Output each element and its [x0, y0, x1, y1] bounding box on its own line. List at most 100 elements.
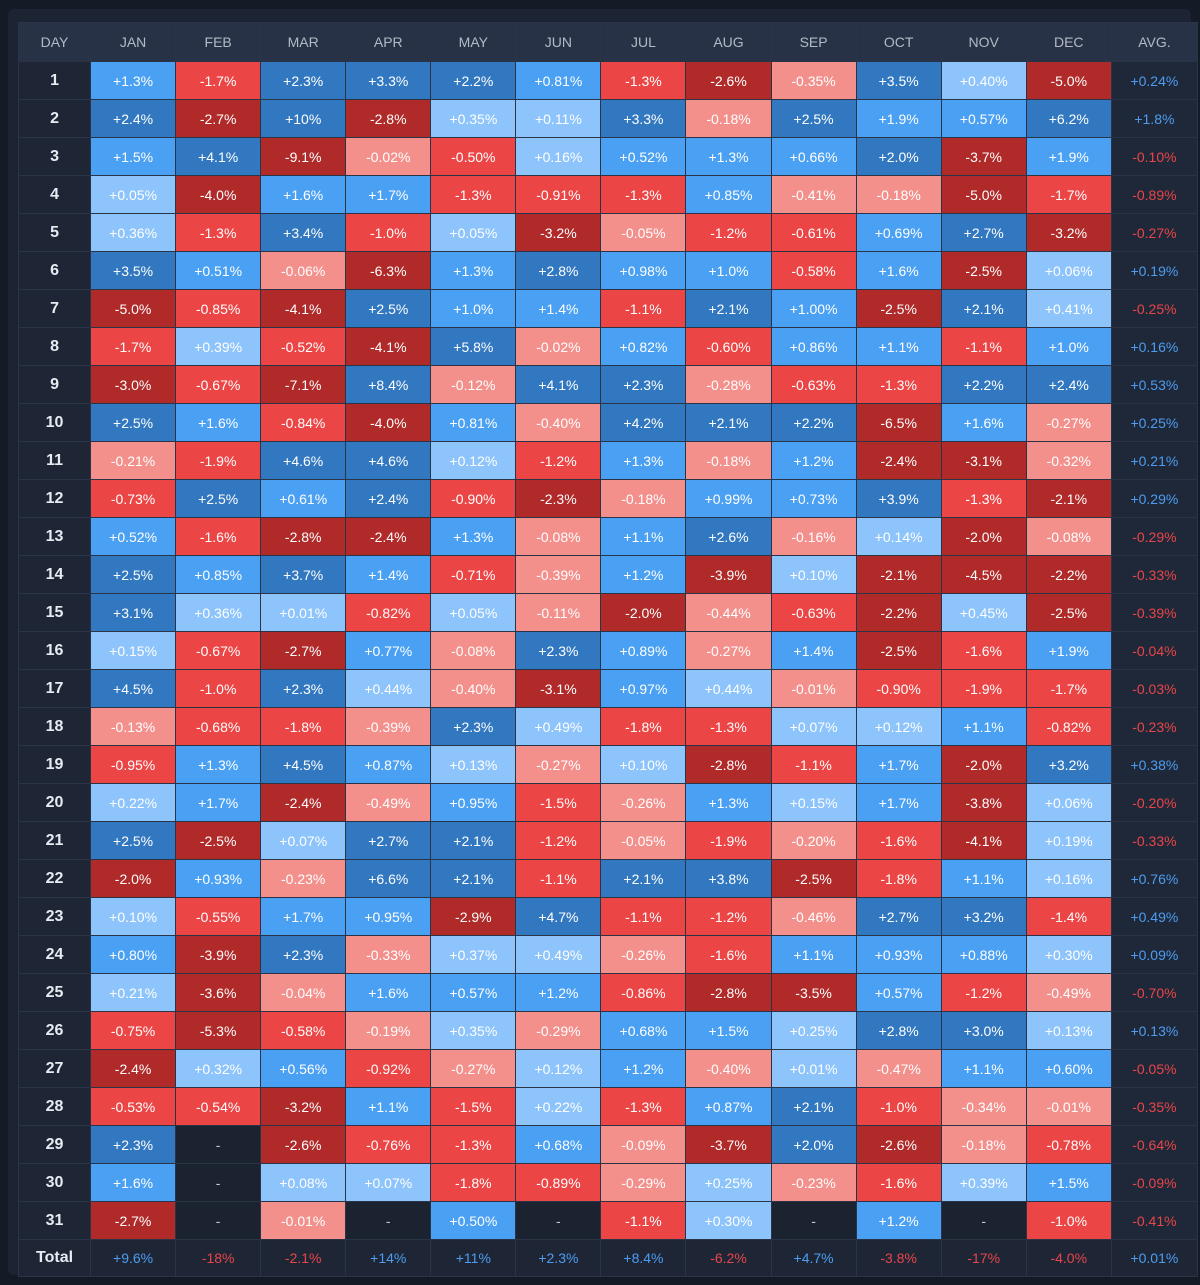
heatmap-cell-jun: +4.7%: [515, 897, 602, 936]
heatmap-cell-jun: +2.3%: [515, 631, 602, 670]
heatmap-cell-feb: -2.5%: [175, 821, 262, 860]
row-average: -0.33%: [1110, 555, 1199, 594]
day-label: 29: [17, 1125, 92, 1164]
heatmap-cell-sep: +0.25%: [770, 1011, 857, 1050]
month-total-mar: -2.1%: [260, 1239, 347, 1277]
heatmap-cell-jun: +0.12%: [515, 1049, 602, 1088]
month-total-sep: +4.7%: [770, 1239, 857, 1277]
heatmap-cell-aug: -3.7%: [685, 1125, 772, 1164]
heatmap-cell-dec: +0.13%: [1025, 1011, 1112, 1050]
heatmap-cell-mar: -0.04%: [260, 973, 347, 1012]
heatmap-cell-dec: -1.4%: [1025, 897, 1112, 936]
day-row: 13 +0.52% -1.6% -2.8% -2.4% +1.3% -0.08% +1.1% +…: [17, 517, 1199, 556]
day-label: 9: [17, 365, 92, 404]
heatmap-cell-nov: +1.1%: [940, 1049, 1027, 1088]
heatmap-cell-dec: +1.9%: [1025, 137, 1112, 176]
heatmap-cell-feb: -0.54%: [175, 1087, 262, 1126]
day-label: 27: [17, 1049, 92, 1088]
heatmap-cell-apr: -2.4%: [345, 517, 432, 556]
heatmap-cell-jan: -5.0%: [90, 289, 177, 328]
row-average: -0.09%: [1110, 1163, 1199, 1202]
heatmap-cell-jun: +1.4%: [515, 289, 602, 328]
heatmap-cell-oct: -2.5%: [855, 289, 942, 328]
month-total-apr: +14%: [345, 1239, 432, 1277]
heatmap-cell-jun: -0.29%: [515, 1011, 602, 1050]
heatmap-cell-oct: +1.9%: [855, 99, 942, 138]
heatmap-cell-jun: -1.1%: [515, 859, 602, 898]
heatmap-cell-sep: +1.4%: [770, 631, 857, 670]
heatmap-cell-apr: -0.39%: [345, 707, 432, 746]
heatmap-cell-aug: +0.87%: [685, 1087, 772, 1126]
day-row: 25 +0.21% -3.6% -0.04% +1.6% +0.57% +1.2% -0.86…: [17, 973, 1199, 1012]
heatmap-cell-aug: +1.3%: [685, 783, 772, 822]
heatmap-cell-feb: -1.3%: [175, 213, 262, 252]
heatmap-cell-jun: -1.5%: [515, 783, 602, 822]
heatmap-cell-dec: -1.7%: [1025, 669, 1112, 708]
heatmap-cell-jul: -0.86%: [600, 973, 687, 1012]
row-average: -0.70%: [1110, 973, 1199, 1012]
heatmap-cell-jan: +1.3%: [90, 61, 177, 100]
day-label: 5: [17, 213, 92, 252]
heatmap-cell-mar: -0.01%: [260, 1201, 347, 1240]
heatmap-cell-dec: -0.01%: [1025, 1087, 1112, 1126]
heatmap-cell-apr: -4.0%: [345, 403, 432, 442]
month-total-feb: -18%: [175, 1239, 262, 1277]
heatmap-cell-nov: +1.6%: [940, 403, 1027, 442]
heatmap-cell-jul: -0.29%: [600, 1163, 687, 1202]
heatmap-cell-may: -2.9%: [430, 897, 517, 936]
heatmap-cell-apr: -4.1%: [345, 327, 432, 366]
day-label: 16: [17, 631, 92, 670]
row-average: -0.25%: [1110, 289, 1199, 328]
heatmap-cell-feb: +1.7%: [175, 783, 262, 822]
heatmap-cell-dec: +0.60%: [1025, 1049, 1112, 1088]
heatmap-cell-sep: +0.73%: [770, 479, 857, 518]
heatmap-cell-feb: +0.51%: [175, 251, 262, 290]
heatmap-cell-nov: +3.2%: [940, 897, 1027, 936]
heatmap-cell-sep: +0.86%: [770, 327, 857, 366]
day-row: 12 -0.73% +2.5% +0.61% +2.4% -0.90% -2.3% -0.18…: [17, 479, 1199, 518]
day-label: 19: [17, 745, 92, 784]
heatmap-cell-aug: +1.3%: [685, 137, 772, 176]
heatmap-cell-may: +0.50%: [430, 1201, 517, 1240]
row-average: -0.23%: [1110, 707, 1199, 746]
heatmap-cell-mar: +1.6%: [260, 175, 347, 214]
heatmap-cell-nov: -0.34%: [940, 1087, 1027, 1126]
day-label: 4: [17, 175, 92, 214]
heatmap-cell-oct: +2.7%: [855, 897, 942, 936]
row-average: -0.20%: [1110, 783, 1199, 822]
heatmap-cell-may: -1.3%: [430, 175, 517, 214]
day-row: 16 +0.15% -0.67% -2.7% +0.77% -0.08% +2.3% +0.8…: [17, 631, 1199, 670]
heatmap-cell-oct: +0.57%: [855, 973, 942, 1012]
heatmap-cell-jul: +1.1%: [600, 517, 687, 556]
heatmap-cell-nov: +1.1%: [940, 859, 1027, 898]
heatmap-cell-dec: +6.2%: [1025, 99, 1112, 138]
heatmap-cell-jun: -0.89%: [515, 1163, 602, 1202]
heatmap-cell-jan: +0.52%: [90, 517, 177, 556]
day-row: 6 +3.5% +0.51% -0.06% -6.3% +1.3% +2.8% +0.98% +…: [17, 251, 1199, 290]
heatmap-cell-jun: -0.08%: [515, 517, 602, 556]
heatmap-cell-jul: +3.3%: [600, 99, 687, 138]
heatmap-cell-jun: +0.68%: [515, 1125, 602, 1164]
heatmap-cell-jun: -0.39%: [515, 555, 602, 594]
heatmap-cell-mar: -2.8%: [260, 517, 347, 556]
month-total-jul: +8.4%: [600, 1239, 687, 1277]
heatmap-cell-nov: +2.7%: [940, 213, 1027, 252]
column-header-nov: NOV: [940, 22, 1027, 62]
heatmap-cell-jan: +0.22%: [90, 783, 177, 822]
heatmap-cell-apr: +2.7%: [345, 821, 432, 860]
heatmap-cell-dec: -0.08%: [1025, 517, 1112, 556]
row-average: -0.04%: [1110, 631, 1199, 670]
heatmap-cell-may: +0.95%: [430, 783, 517, 822]
heatmap-cell-feb: -2.7%: [175, 99, 262, 138]
monthly-returns-heatmap: DAY JAN FEB MAR APR MAY JUN JUL AUG SEP OCT NOV DEC A…: [17, 22, 1199, 1277]
heatmap-cell-mar: -0.84%: [260, 403, 347, 442]
day-label: 31: [17, 1201, 92, 1240]
heatmap-cell-dec: +1.0%: [1025, 327, 1112, 366]
heatmap-cell-sep: +2.1%: [770, 1087, 857, 1126]
heatmap-cell-may: +0.57%: [430, 973, 517, 1012]
heatmap-cell-oct: +3.9%: [855, 479, 942, 518]
heatmap-cell-aug: -0.18%: [685, 99, 772, 138]
heatmap-cell-dec: -3.2%: [1025, 213, 1112, 252]
heatmap-cell-aug: -2.8%: [685, 973, 772, 1012]
heatmap-cell-nov: -1.1%: [940, 327, 1027, 366]
